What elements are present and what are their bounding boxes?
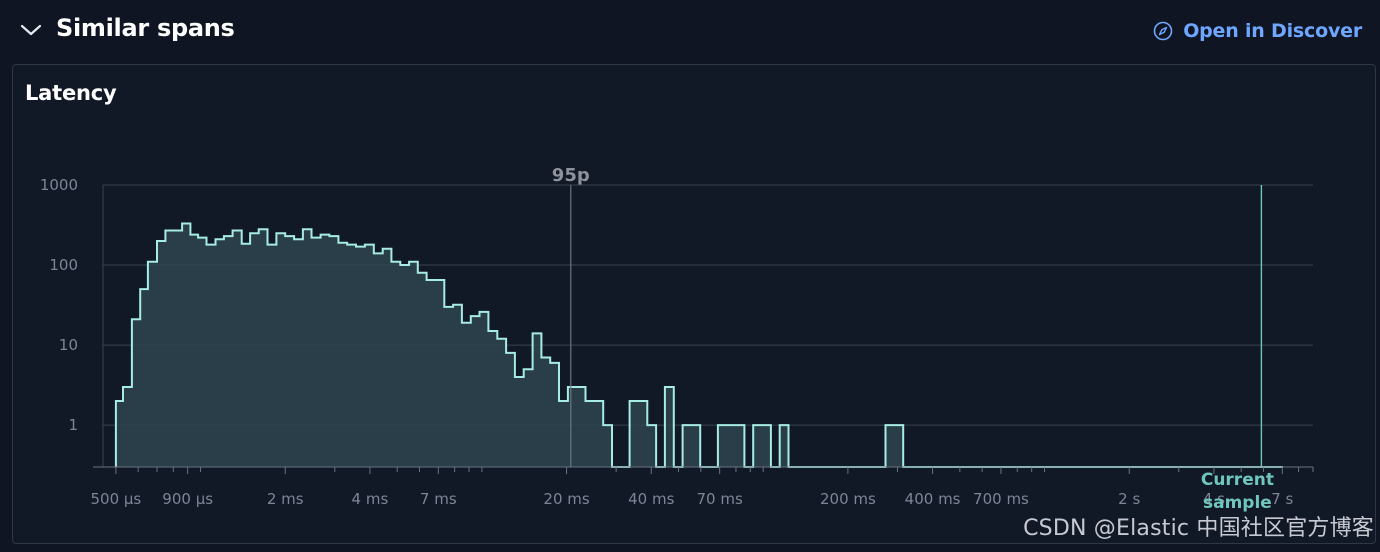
x-tick-label: 20 ms	[543, 490, 589, 508]
x-tick-label: 500 µs	[90, 490, 141, 508]
current-sample-label: Current sample	[1201, 470, 1274, 513]
compass-icon	[1153, 21, 1173, 41]
x-tick-label: 2 s	[1118, 490, 1140, 508]
x-tick-label: 4 ms	[352, 490, 389, 508]
section-title: Similar spans	[56, 14, 235, 42]
x-tick-label: 900 µs	[162, 490, 213, 508]
section-header: Similar spans Open in Discover	[0, 0, 1380, 62]
y-tick-label: 100	[49, 256, 78, 274]
x-tick-label: 700 ms	[973, 490, 1029, 508]
x-tick-label: 200 ms	[820, 490, 876, 508]
x-tick-label: 70 ms	[696, 490, 742, 508]
y-tick-label: 1	[68, 416, 78, 434]
percentile-95-label: 95p	[552, 165, 590, 186]
panel-title: Latency	[25, 81, 117, 105]
watermark: CSDN @Elastic 中国社区官方博客	[1023, 516, 1374, 541]
open-in-discover-label: Open in Discover	[1183, 20, 1362, 42]
x-tick-label: 7 s	[1271, 490, 1293, 508]
y-tick-label: 1000	[40, 176, 78, 194]
x-tick-label: 4 s	[1203, 490, 1225, 508]
histogram-area	[115, 223, 1283, 467]
y-tick-label: 10	[59, 336, 78, 354]
x-tick-label: 7 ms	[420, 490, 457, 508]
x-tick-label: 400 ms	[905, 490, 961, 508]
open-in-discover-link[interactable]: Open in Discover	[1153, 20, 1362, 42]
chevron-down-icon[interactable]	[20, 22, 42, 38]
x-tick-label: 2 ms	[267, 490, 304, 508]
x-tick-label: 40 ms	[628, 490, 674, 508]
